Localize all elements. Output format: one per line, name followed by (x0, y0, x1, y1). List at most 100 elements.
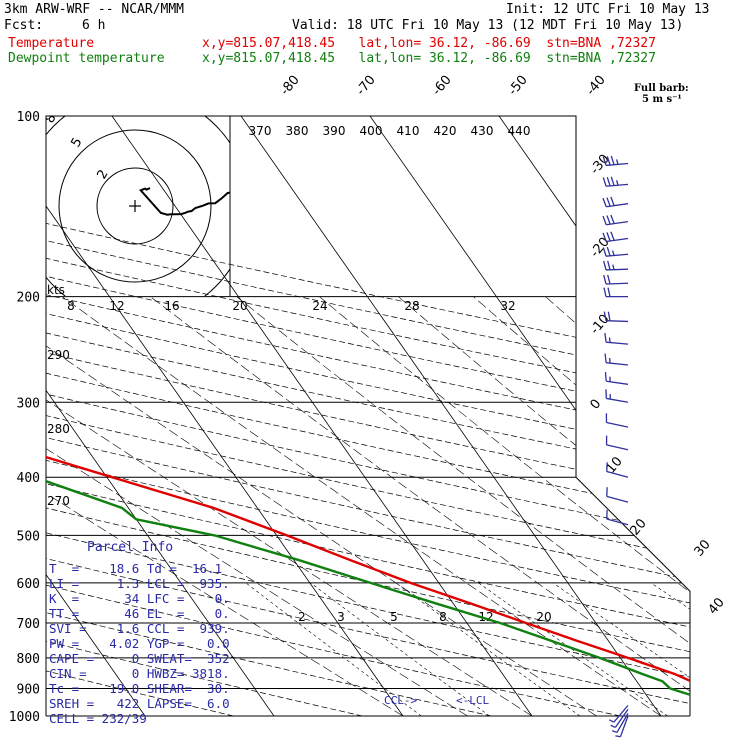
pressure-tick-label: 500 (17, 529, 40, 544)
barb-full (604, 353, 607, 363)
barb-full (606, 215, 611, 225)
barb-half (608, 337, 611, 343)
barb-full (607, 287, 611, 297)
dry-adiabat (46, 116, 492, 716)
barb-half (615, 159, 619, 165)
wind-barb (604, 332, 629, 345)
barb-full (602, 215, 607, 225)
hodograph-ring (58, 129, 212, 283)
isotherm-line (46, 116, 404, 716)
dry-adiabat (46, 116, 234, 716)
parcel-row-t: T = 18.6 Td = 16.1 (49, 561, 223, 576)
plot-border (45, 115, 691, 716)
hodograph-trace (139, 187, 230, 216)
pressure-tick-label: 600 (17, 577, 40, 592)
temperature-legend: Temperature (8, 36, 95, 51)
parcel-row-cell: CELL = 232/39 (49, 711, 147, 726)
barb-full (602, 247, 607, 257)
theta-label: 440 (508, 124, 531, 138)
barb-half (609, 719, 615, 723)
parcel-row-k: K = 34 LFC = 0. (49, 591, 230, 606)
wind-barb (609, 704, 629, 723)
barb-full (606, 176, 611, 187)
barb-half (612, 264, 615, 270)
pressure-tick-label: 1000 (9, 710, 40, 725)
barb-full (606, 232, 611, 242)
dewpoint-legend: Dewpoint temperature (8, 51, 165, 66)
speed-scale-label: 8 (67, 299, 75, 313)
dry-adiabat (46, 116, 621, 716)
forecast-hour: 6 h (82, 18, 106, 33)
mixing-ratio-line (650, 582, 690, 716)
barb-full (602, 156, 607, 166)
init-time: Init: 12 UTC Fri 10 May 13 (506, 2, 710, 17)
barb-full (610, 231, 615, 241)
barb-full (606, 156, 611, 166)
lcl-marker: <-LCL (456, 694, 490, 707)
pressure-tick-label: 300 (17, 396, 40, 411)
barb-staff (614, 709, 629, 728)
barb-staff (606, 362, 629, 366)
barb-staff (606, 397, 629, 403)
wind-barb (602, 214, 629, 226)
moist-adiabat (150, 296, 690, 716)
barb-half (615, 180, 619, 186)
theta-label: 390 (323, 124, 346, 138)
wind-barb (603, 274, 629, 285)
dewpoint-trace (46, 116, 690, 716)
speed-scale-label: 32 (500, 299, 515, 313)
model-title: 3km ARW-WRF -- NCAR/MMM (4, 2, 185, 17)
speed-scale-label: 12 (109, 299, 124, 313)
hodograph: 2 58 (46, 116, 230, 296)
moist-adiabat (46, 296, 468, 716)
pressure-tick-label: 800 (17, 652, 40, 667)
theta-label: 420 (434, 124, 457, 138)
theta-label: 410 (397, 124, 420, 138)
wind-barb (606, 509, 629, 526)
barb-full (607, 274, 611, 285)
barb-key-title: Full barb: (634, 83, 689, 94)
dry-adiabat (46, 116, 690, 716)
wind-barb (605, 389, 629, 403)
dry-adiabat (46, 116, 690, 716)
valid-time: Valid: 18 UTC Fri 10 May 13 (12 MDT Fri … (292, 18, 684, 33)
dry-adiabat (46, 116, 690, 716)
wind-barb (603, 287, 628, 298)
pressure-tick-label: 100 (17, 110, 40, 125)
wind-barb (611, 713, 629, 734)
theta-label: 380 (286, 124, 309, 138)
barb-full (606, 246, 611, 257)
barb-full (607, 260, 611, 270)
parcel-row-li: LI = 1.3 LCL = 935. (49, 576, 230, 591)
speed-scale-label: 16 (164, 299, 179, 313)
dry-adiabat (46, 116, 690, 716)
kts-label: kts (47, 283, 65, 297)
isotherm-label: 0 (588, 397, 605, 413)
barb-staff (606, 470, 629, 478)
forecast-label: Fcst: (4, 18, 44, 33)
parcel-row-sreh: SREH = 422 LAPSE= 6.0 (49, 696, 230, 711)
mixing-ratio-label: 20 (536, 610, 551, 624)
wind-barb (602, 231, 629, 243)
mixing-ratio-label: 8 (439, 610, 447, 624)
pressure-tick-label: 200 (17, 291, 40, 306)
dry-adiabat (46, 116, 690, 716)
barb-full (602, 197, 607, 207)
moist-adiabat (473, 296, 690, 716)
barb-staff (619, 715, 629, 737)
barb-half (611, 730, 618, 734)
temperature-trace (46, 116, 690, 716)
barb-full (602, 177, 607, 187)
dewpoint-location: x,y=815.07,418.45 lat,lon= 36.12, -86.69… (202, 51, 656, 66)
isotherm-label: -80 (278, 73, 303, 99)
parcel-row-tc: Tc = 19.0 SHEAR= 30. (49, 681, 230, 696)
isotherm-line (240, 116, 662, 716)
barb-full (604, 371, 607, 382)
pressure-tick-label: 900 (17, 683, 40, 698)
wind-barb (606, 462, 629, 478)
hodograph-ring-label: 2 (94, 167, 111, 182)
wind-barb (610, 709, 629, 729)
barb-half (615, 735, 621, 738)
mixing-ratio-line (478, 582, 668, 716)
